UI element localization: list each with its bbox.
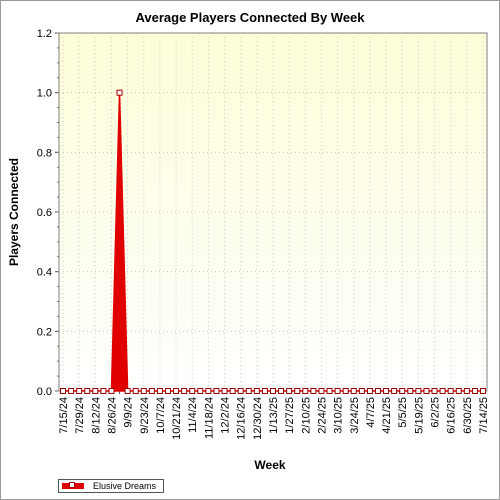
y-axis-ticks: 0.0 0.2 0.4 0.6 0.8 1.0 1.2 (37, 28, 59, 398)
data-point (108, 388, 115, 394)
data-point (334, 388, 341, 394)
legend-label: Elusive Dreams (93, 481, 157, 491)
x-tick-label: 6/16/25 (446, 397, 458, 434)
data-point (229, 388, 236, 394)
x-tick-label: 8/12/24 (90, 397, 102, 434)
data-point (189, 388, 196, 394)
data-point (318, 388, 325, 394)
data-point (124, 388, 131, 394)
x-tick-label: 7/14/25 (478, 397, 490, 434)
data-point (302, 388, 309, 394)
x-tick-label: 7/29/24 (74, 397, 86, 434)
data-point (270, 388, 276, 394)
data-point (358, 388, 365, 394)
x-tick-label: 9/9/24 (123, 397, 135, 428)
x-tick-label: 10/21/24 (171, 397, 183, 440)
data-point (261, 388, 268, 394)
data-point (342, 388, 349, 394)
data-point (471, 388, 478, 394)
data-point (213, 388, 220, 394)
data-point (221, 388, 228, 394)
x-tick-label: 4/7/25 (365, 397, 377, 428)
x-tick-label: 6/2/25 (430, 397, 442, 428)
y-tick-label: 0.2 (37, 326, 52, 338)
data-point (423, 388, 430, 394)
data-point (165, 388, 171, 394)
data-point (92, 388, 99, 394)
data-point (156, 388, 163, 394)
data-point (205, 388, 212, 394)
chart-title: Average Players Connected By Week (135, 10, 365, 25)
x-tick-label: 5/5/25 (397, 397, 409, 428)
data-point (407, 388, 414, 394)
data-point (326, 388, 333, 394)
x-tick-label: 4/21/25 (381, 397, 393, 434)
data-point (439, 388, 446, 394)
x-tick-label: 8/26/24 (106, 397, 118, 434)
x-tick-label: 12/16/24 (236, 397, 248, 440)
x-tick-label: 1/13/25 (268, 397, 280, 434)
data-point (197, 388, 204, 394)
series-elusive-dreams (60, 89, 486, 394)
x-tick-label: 2/24/25 (316, 397, 328, 434)
x-tick-label: 12/30/24 (252, 397, 264, 440)
legend: Elusive Dreams (58, 479, 164, 493)
x-axis-ticks: 7/15/24 7/29/24 8/12/24 8/26/24 9/9/24 9/23/2… (58, 391, 490, 440)
x-tick-label: 11/18/24 (203, 397, 215, 439)
x-tick-label: 3/24/25 (349, 397, 361, 434)
data-point (245, 388, 252, 394)
data-point (391, 388, 398, 394)
x-tick-label: 12/2/24 (220, 397, 232, 434)
data-point (253, 388, 260, 394)
data-point (173, 388, 180, 394)
data-point (415, 388, 422, 394)
x-tick-label: 10/7/24 (155, 397, 167, 434)
data-point (76, 388, 83, 394)
data-point (431, 388, 438, 394)
data-point (237, 388, 244, 394)
data-point (60, 388, 66, 394)
y-tick-label: 0.4 (37, 267, 52, 279)
data-point (463, 388, 470, 394)
x-axis-label: Week (254, 458, 286, 472)
y-tick-label: 1.0 (37, 88, 52, 100)
data-point (68, 388, 75, 394)
data-point (84, 388, 91, 394)
grid-lines (59, 33, 487, 391)
y-tick-label: 0.6 (37, 207, 52, 219)
y-tick-label: 1.2 (37, 28, 52, 40)
data-point (375, 388, 381, 394)
data-point (148, 388, 155, 394)
data-point (278, 388, 285, 394)
data-point (294, 388, 301, 394)
data-point (447, 388, 454, 394)
x-tick-label: 3/10/25 (333, 397, 345, 434)
x-tick-label: 2/10/25 (300, 397, 312, 434)
data-point (116, 89, 123, 96)
x-tick-label: 11/4/24 (187, 397, 199, 433)
data-point (350, 388, 357, 394)
data-point (181, 388, 188, 394)
data-point (140, 388, 147, 394)
x-tick-label: 6/30/25 (462, 397, 474, 434)
data-point (399, 388, 406, 394)
data-point (286, 388, 293, 394)
data-point (132, 388, 139, 394)
data-point (310, 388, 317, 394)
data-point (455, 388, 462, 394)
data-point (383, 388, 390, 394)
data-point (366, 388, 373, 394)
data-point (480, 388, 486, 394)
legend-marker (69, 482, 75, 488)
x-tick-label: 7/15/24 (58, 397, 70, 434)
y-tick-label: 0.8 (37, 147, 52, 159)
y-tick-label: 0.0 (37, 386, 52, 398)
x-tick-label: 9/23/24 (139, 397, 151, 434)
x-tick-label: 1/27/25 (284, 397, 296, 434)
data-point (100, 388, 107, 394)
x-tick-label: 5/19/25 (413, 397, 425, 434)
